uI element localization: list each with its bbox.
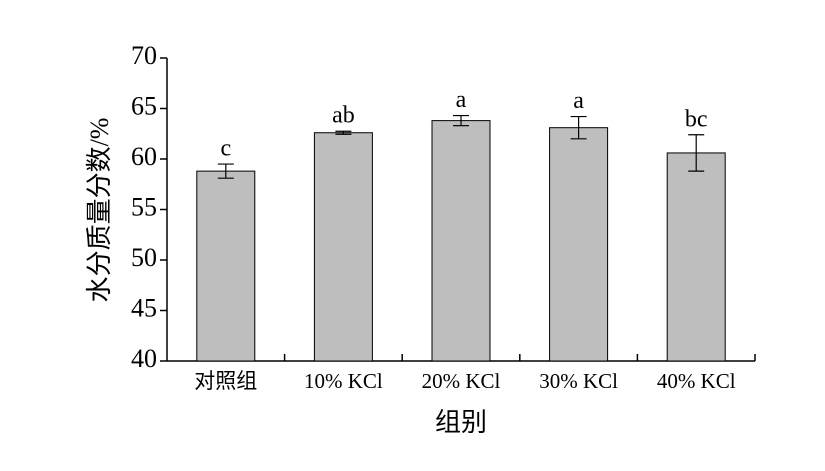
significance-label: bc (685, 106, 708, 132)
significance-label: c (220, 136, 231, 162)
bar (549, 127, 609, 362)
x-tick-label: 20% KCl (422, 369, 501, 393)
y-tick-label: 60 (131, 142, 157, 171)
significance-label: a (456, 87, 467, 113)
y-tick-label: 70 (131, 41, 157, 70)
x-axis-label: 组别 (435, 408, 487, 437)
significance-label: a (573, 88, 584, 114)
bar (666, 152, 726, 362)
significance-label: ab (332, 103, 355, 129)
y-axis-label: 水分质量分数/% (85, 118, 114, 303)
bar (196, 170, 256, 362)
bar (431, 120, 491, 362)
bar (313, 132, 373, 362)
y-tick-label: 45 (131, 293, 157, 322)
x-tick-label: 对照组 (194, 369, 257, 393)
y-tick-label: 50 (131, 243, 157, 272)
x-tick-label: 30% KCl (539, 369, 618, 393)
x-tick-label: 40% KCl (657, 369, 736, 393)
x-tick-label: 10% KCl (304, 369, 383, 393)
y-tick-label: 65 (131, 91, 157, 120)
y-tick-label: 55 (131, 192, 157, 221)
y-tick-label: 40 (131, 344, 157, 373)
